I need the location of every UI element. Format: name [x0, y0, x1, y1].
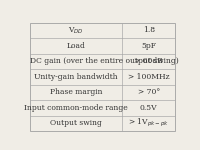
Text: Input common-mode range: Input common-mode range — [24, 104, 128, 112]
Text: Phase margin: Phase margin — [50, 88, 102, 96]
Text: > 60dB: > 60dB — [134, 57, 163, 65]
Text: > 100MHz: > 100MHz — [128, 73, 170, 81]
Text: Output swing: Output swing — [50, 119, 102, 128]
Text: > 1V$_{pk-pk}$: > 1V$_{pk-pk}$ — [128, 117, 169, 129]
Text: Unity-gain bandwidth: Unity-gain bandwidth — [34, 73, 118, 81]
Text: 1.8: 1.8 — [143, 26, 155, 34]
Text: Load: Load — [66, 42, 85, 50]
Text: 5pF: 5pF — [141, 42, 156, 50]
Text: V$_{DD}$: V$_{DD}$ — [68, 25, 84, 36]
Text: 0.5V: 0.5V — [140, 104, 158, 112]
Text: > 70°: > 70° — [138, 88, 160, 96]
Text: DC gain (over the entire output swing): DC gain (over the entire output swing) — [30, 57, 179, 65]
